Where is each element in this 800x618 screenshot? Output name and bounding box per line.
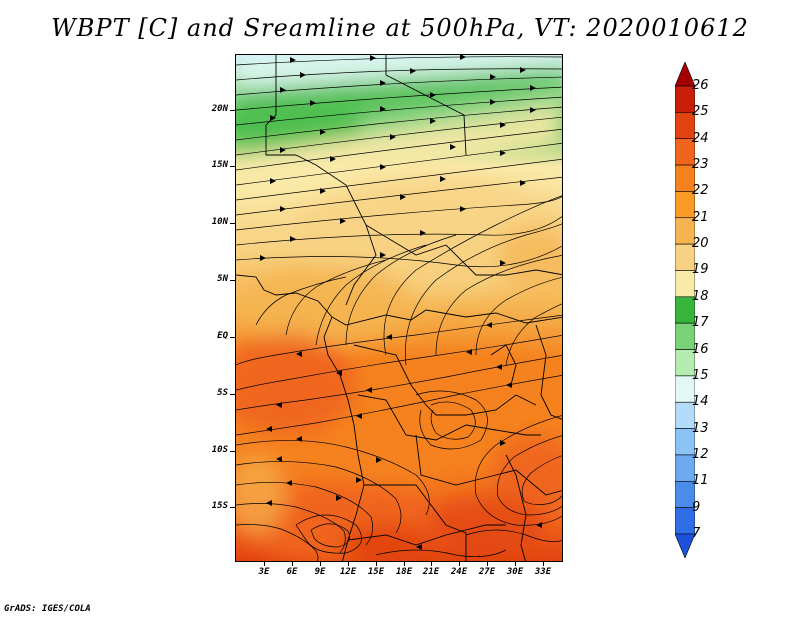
colorbar-label: 19 [692,262,709,278]
map-title: WBPT [C] and Sreamline at 500hPa, VT: 20… [51,14,749,42]
lon-tick [515,562,516,566]
lat-label: 20N [211,104,228,114]
wbpt-streamline-map [236,55,562,561]
lon-label: 33E [534,567,552,577]
lon-label: 24E [450,567,468,577]
lat-tick [230,166,235,167]
streamline-arrows [260,55,542,550]
colorbar-label: 17 [692,315,709,331]
colorbar-label: 24 [692,130,709,146]
lat-tick [230,337,235,338]
lat-label: EQ [217,331,228,341]
lon-label: 30E [506,567,524,577]
colorbar-label: 16 [692,341,709,357]
lon-label: 21E [422,567,440,577]
lat-tick [230,394,235,395]
lon-tick [543,562,544,566]
lat-tick [230,507,235,508]
colorbar-label: 9 [692,499,701,515]
lat-tick [230,223,235,224]
country-borders [236,55,562,561]
lon-label: 18E [395,567,413,577]
colorbar-label: 15 [692,367,709,383]
colorbar-label: 12 [692,446,709,462]
lat-label: 5N [217,274,228,284]
colorbar-label: 14 [692,394,709,410]
lon-label: 12E [339,567,357,577]
lat-label: 10N [211,217,228,227]
lon-tick [348,562,349,566]
lon-label: 27E [478,567,496,577]
colorbar-label: 25 [692,104,709,120]
colorbar-label: 22 [692,183,709,199]
colorbar-label: 20 [692,236,709,252]
lon-tick [264,562,265,566]
lat-label: 15N [211,160,228,170]
grads-credit: GrADS: IGES/COLA [4,604,91,614]
colorbar [675,62,695,558]
lon-tick [431,562,432,566]
lat-tick [230,280,235,281]
colorbar-label: 23 [692,157,709,173]
lat-tick [230,451,235,452]
colorbar-label: 13 [692,420,709,436]
lon-tick [376,562,377,566]
lon-label: 3E [258,567,270,577]
map-panel [235,54,563,562]
lon-label: 6E [286,567,298,577]
lat-label: 15S [211,501,228,511]
lon-label: 9E [314,567,326,577]
streamlines [236,56,562,561]
lat-tick [230,110,235,111]
lon-label: 15E [367,567,385,577]
lon-tick [459,562,460,566]
colorbar-label: 7 [692,526,701,541]
lon-tick [292,562,293,566]
lon-tick [404,562,405,566]
colorbar-label: 18 [692,288,709,304]
lon-tick [320,562,321,566]
colorbar-label: 21 [692,209,709,225]
colorbar-label: 26 [692,78,709,93]
lat-label: 5S [217,388,228,398]
colorbar-label: 11 [692,473,709,489]
colorbar-bottom-triangle [675,533,695,558]
lat-label: 10S [211,445,228,455]
lon-tick [487,562,488,566]
